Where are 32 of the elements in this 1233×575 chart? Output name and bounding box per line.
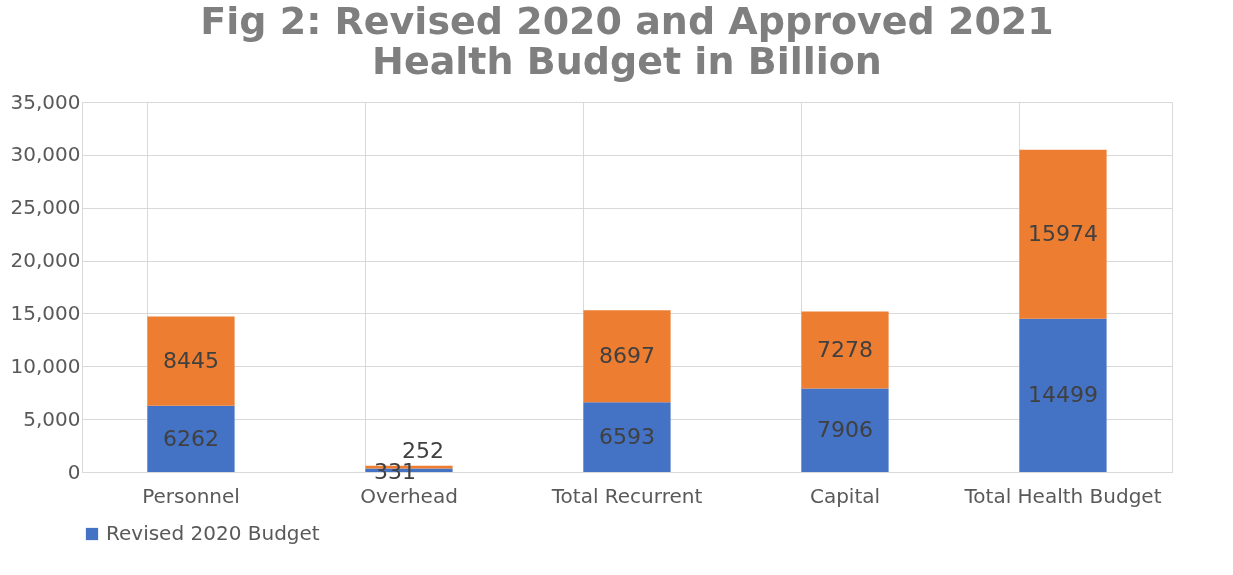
- data-label: 6262: [163, 425, 219, 451]
- data-label: 14499: [1028, 382, 1098, 408]
- y-tick-label: 25,000: [10, 195, 81, 220]
- x-tick-label: Total Health Budget: [963, 483, 1162, 508]
- data-label: 7906: [817, 417, 873, 443]
- bar: [1019, 149, 1107, 319]
- y-tick-label: 20,000: [10, 248, 81, 273]
- data-label: 15974: [1028, 221, 1098, 247]
- x-tick-label: Capital: [809, 483, 881, 508]
- x-tick-label: Total Recurrent: [550, 483, 703, 508]
- y-tick-label: 10,000: [10, 353, 81, 378]
- y-tick-label: 0: [67, 459, 81, 484]
- x-tick-label: Overhead: [360, 483, 458, 508]
- y-tick-label: 35,000: [10, 89, 81, 114]
- bar: [147, 405, 235, 472]
- data-label: 8445: [163, 348, 219, 374]
- y-tick-label: 15,000: [10, 300, 81, 325]
- bar: [147, 316, 235, 406]
- data-label: 252: [402, 438, 444, 464]
- bar: [1019, 318, 1107, 472]
- data-label: 6593: [599, 424, 655, 450]
- bar: [801, 311, 889, 389]
- legend-label: Revised 2020 Budget: [106, 521, 320, 545]
- y-tick-label: 30,000: [10, 142, 81, 167]
- data-label: 7278: [817, 336, 873, 362]
- bar: [583, 310, 671, 403]
- y-tick-label: 5,000: [23, 406, 81, 431]
- chart-title: Fig 2: Revised 2020 and Approved 2021 Health Budget in Billion: [200, 0, 1054, 83]
- data-label: 8697: [599, 343, 655, 369]
- x-tick-label: Personnel: [142, 483, 240, 508]
- bar: [801, 388, 889, 472]
- bar: [583, 402, 671, 472]
